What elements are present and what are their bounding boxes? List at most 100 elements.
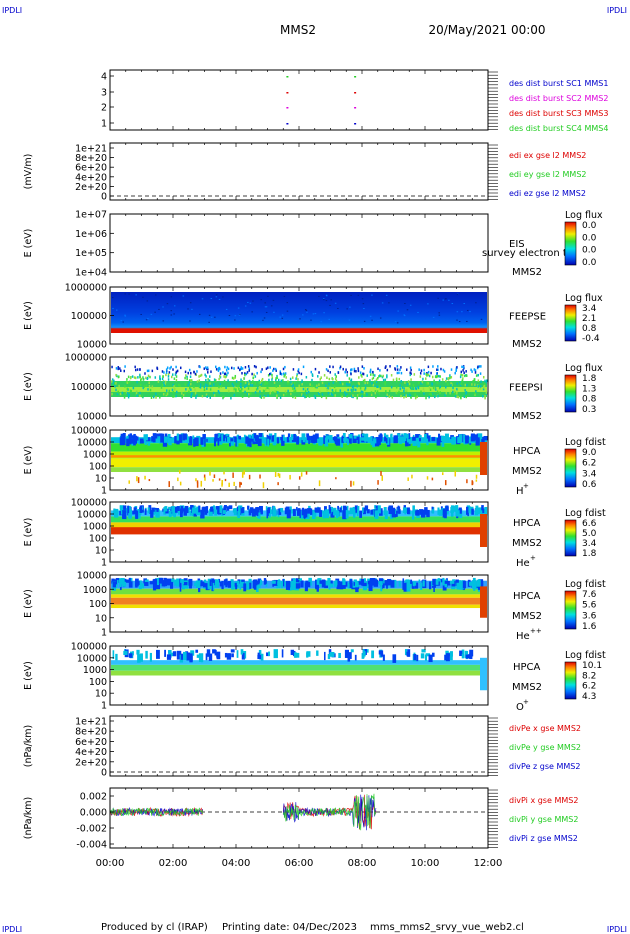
spectrogram-pixel: [305, 471, 308, 475]
spectrogram-pixel: [189, 437, 192, 443]
spectrogram-pixel: [355, 370, 357, 373]
spectrogram-pixel: [431, 436, 436, 442]
spectrogram-pixel: [390, 374, 393, 377]
colorbar-tick-label: 1.6: [582, 622, 597, 632]
spectrogram-pixel: [133, 433, 136, 440]
spectrogram-pixel: [240, 382, 242, 386]
spectrogram-band: [111, 516, 487, 523]
spectrogram-pixel: [252, 376, 255, 380]
spectrogram-pixel: [395, 379, 398, 383]
spectrogram-pixel: [412, 505, 415, 514]
spectrogram-pixel: [123, 650, 128, 656]
spectrogram-pixel: [185, 374, 187, 377]
spectrogram-pixel: [174, 373, 177, 376]
spectrogram-pixel: [277, 482, 279, 486]
spectrogram-band: [480, 514, 487, 547]
spectrogram-pixel: [209, 382, 211, 385]
spectrogram-pixel: [316, 579, 320, 585]
spectrogram-pixel: [260, 382, 262, 386]
spectrogram-pixel: [463, 395, 466, 398]
spectrogram-pixel: [293, 381, 296, 385]
spectrogram-pixel: [140, 383, 142, 387]
spectrogram-pixel: [371, 294, 373, 296]
spectrogram-pixel: [217, 367, 220, 370]
spectrogram-pixel: [226, 506, 230, 511]
spectrogram-pixel: [396, 433, 401, 438]
spectrogram-pixel: [331, 389, 334, 392]
spectrogram-pixel: [464, 374, 466, 378]
spectrogram-pixel: [353, 367, 356, 371]
spectrogram-pixel: [162, 392, 165, 396]
spectrogram-pixel: [248, 379, 251, 383]
spectrogram-pixel: [395, 377, 398, 381]
spectrogram-pixel: [460, 370, 463, 374]
spectrogram-pixel: [123, 505, 127, 510]
colorbar-title: Log flux: [565, 293, 603, 304]
spectrogram-pixel: [172, 391, 175, 394]
spectrogram-pixel: [265, 388, 267, 391]
spectrogram-pixel: [259, 390, 261, 393]
spectrogram-pixel: [382, 378, 385, 382]
spectrogram-pixel: [136, 394, 138, 397]
spectrogram-pixel: [128, 577, 131, 582]
y-axis-title: E (eV): [23, 301, 34, 330]
spectrogram-pixel: [413, 653, 417, 661]
spectrogram-pixel: [314, 367, 317, 371]
spectrogram-pixel: [187, 308, 189, 310]
spectrogram-pixel: [147, 436, 151, 446]
spectrogram-pixel: [301, 580, 304, 586]
spectrogram-pixel: [410, 579, 413, 584]
spectrogram-pixel: [175, 378, 178, 382]
spectrogram-pixel: [307, 581, 311, 588]
spectrogram-pixel: [439, 385, 442, 389]
spectrogram-pixel: [452, 390, 454, 394]
spectrogram-pixel: [301, 434, 306, 438]
spectrogram-pixel: [282, 393, 285, 397]
spectrogram-pixel: [269, 391, 272, 395]
spectrogram-pixel: [407, 477, 409, 481]
spectrogram-pixel: [266, 434, 269, 438]
spectrogram-pixel: [244, 372, 246, 375]
spectrogram-pixel: [252, 437, 256, 445]
spectrogram-pixel: [378, 375, 380, 378]
spectrogram-pixel: [456, 392, 458, 395]
spectrogram-pixel: [123, 369, 126, 373]
spectrogram-pixel: [169, 367, 171, 370]
spectrogram-pixel: [239, 385, 242, 389]
spectrogram-pixel: [419, 438, 421, 442]
spectrogram-pixel: [347, 388, 349, 392]
spectrogram-pixel: [268, 509, 274, 514]
spectrogram-pixel: [459, 375, 462, 379]
spectrogram-pixel: [345, 510, 349, 519]
spectrogram-pixel: [233, 481, 235, 486]
spectrogram-pixel: [200, 480, 203, 487]
spectrogram-pixel: [433, 379, 435, 382]
spectrogram-pixel: [130, 438, 134, 444]
spectrogram-pixel: [369, 370, 371, 374]
spectrogram-pixel: [456, 382, 458, 385]
colorbar-tick-label: 7.6: [582, 590, 597, 600]
spectrogram-pixel: [217, 438, 220, 446]
spectrogram-pixel: [471, 508, 474, 515]
spectrogram-pixel: [202, 583, 208, 588]
spectrogram-pixel: [347, 438, 349, 446]
spectrogram-pixel: [371, 381, 373, 385]
spectrogram-pixel: [357, 369, 360, 373]
y-tick-label: 1000000: [65, 353, 107, 364]
spectrogram-pixel: [272, 506, 276, 512]
spectrogram-pixel: [402, 578, 405, 585]
spectrogram-pixel: [288, 436, 294, 441]
spectrogram-pixel: [362, 433, 364, 437]
spectrogram-pixel: [259, 435, 264, 440]
spectrogram-pixel: [443, 437, 447, 442]
spectrogram-pixel: [239, 481, 241, 488]
spectrogram-pixel: [304, 582, 308, 592]
spectrogram-pixel: [152, 433, 157, 437]
spectrogram-pixel: [354, 394, 356, 398]
spectrogram-pixel: [223, 506, 227, 512]
spectrogram-pixel: [254, 391, 257, 394]
spectrogram-pixel: [171, 373, 174, 376]
spectrogram-band: [111, 660, 487, 665]
spectrogram-pixel: [227, 653, 231, 660]
spectrogram-pixel: [434, 395, 436, 399]
